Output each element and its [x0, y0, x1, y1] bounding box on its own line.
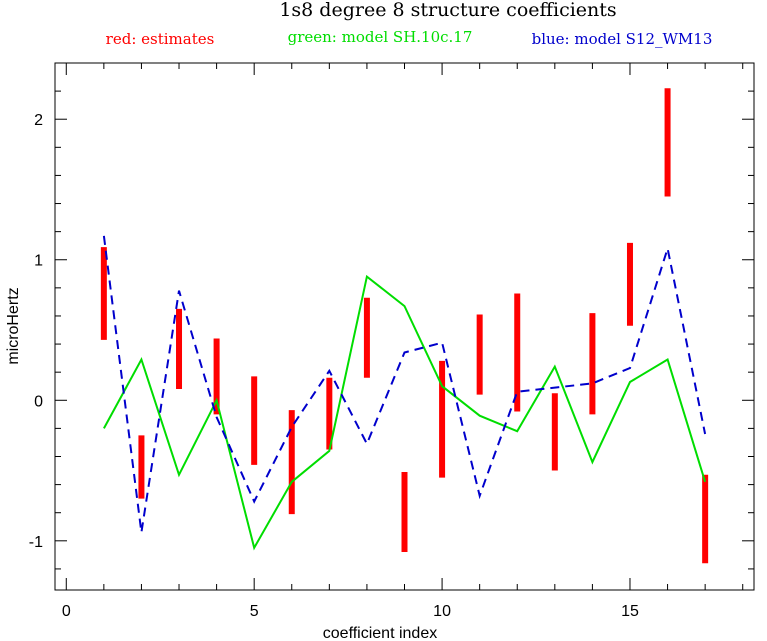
estimate-bars	[100, 88, 709, 564]
axis-ticks: 0 5 10 15 -1 0 1 2	[29, 63, 754, 620]
legend-model-sh: green: model SH.10c.17	[288, 28, 473, 46]
legend-model-s12: blue: model S12_WM13	[532, 30, 713, 48]
y-axis-label: microHertz	[5, 287, 22, 364]
x-tick-label: 10	[433, 603, 451, 620]
y-tick-label: 0	[34, 393, 43, 410]
chart-title: 1s8 degree 8 structure coefficients	[279, 0, 616, 21]
series-line-sh10c17	[103, 274, 707, 551]
y-tick-label: 1	[34, 253, 43, 270]
x-tick-label: 5	[250, 603, 259, 620]
x-tick-label: 0	[62, 603, 71, 620]
series-line-s12-wm13	[102, 235, 707, 533]
x-axis-label: coefficient index	[323, 625, 437, 641]
legend-estimates: red: estimates	[106, 30, 215, 48]
y-tick-label: 2	[34, 112, 43, 129]
x-tick-label: 15	[621, 603, 639, 620]
y-tick-label: -1	[29, 534, 43, 551]
model-lines	[102, 235, 707, 551]
